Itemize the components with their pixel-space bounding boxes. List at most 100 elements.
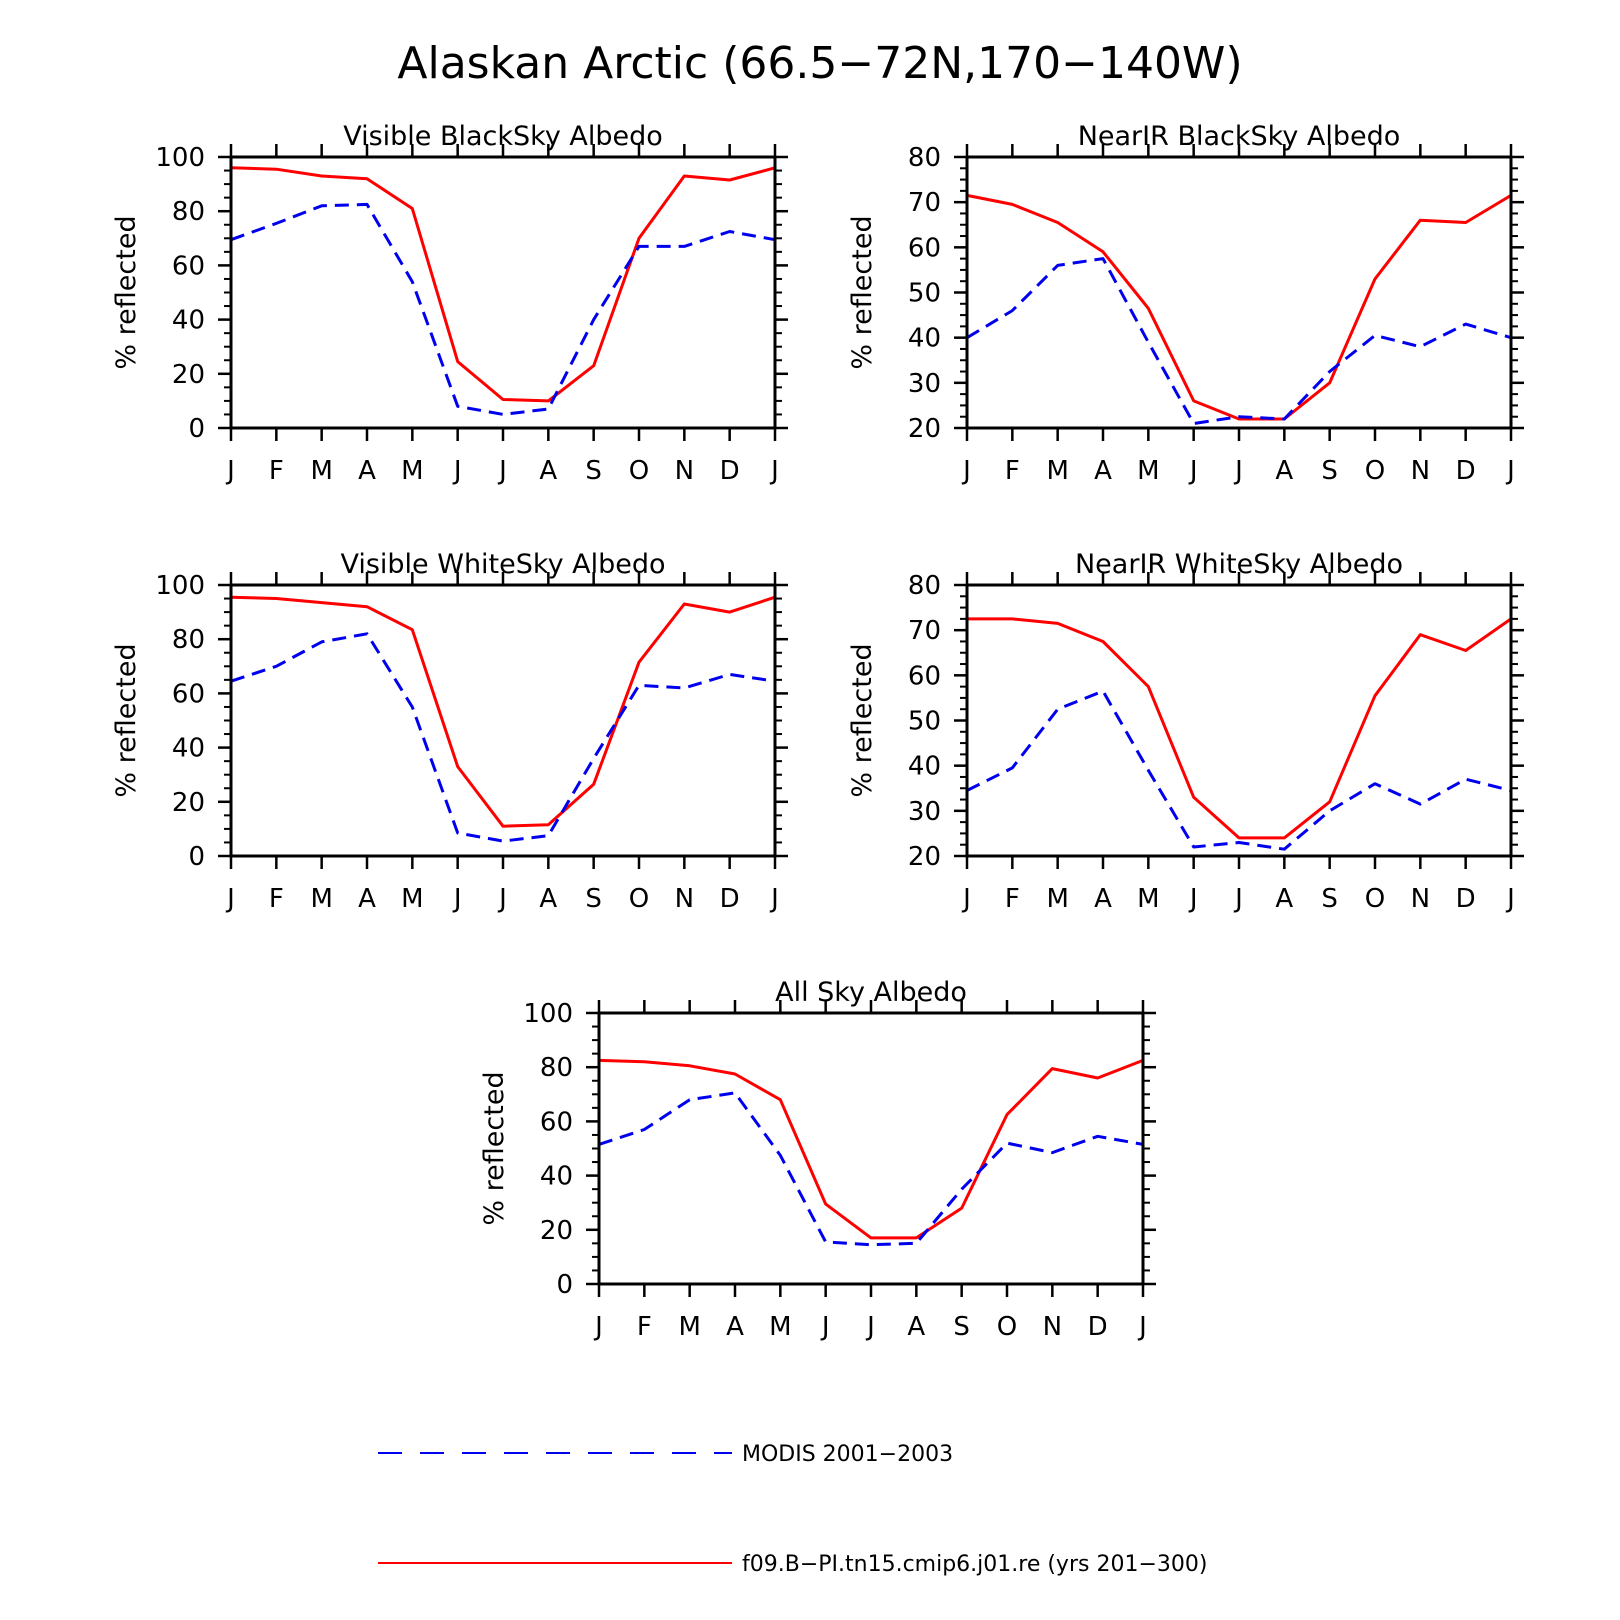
y-axis-label: % reflected bbox=[847, 643, 878, 797]
y-tick-label: 50 bbox=[908, 707, 941, 737]
y-tick-label: 40 bbox=[172, 306, 205, 336]
legend: MODIS 2001−2003 f09.B−PI.tn15.cmip6.j01.r… bbox=[378, 1442, 1207, 1577]
y-tick-label: 100 bbox=[155, 143, 205, 173]
x-tick-label: M bbox=[1046, 456, 1068, 486]
modis-series-line bbox=[230, 202, 776, 416]
y-tick-label: 0 bbox=[188, 842, 205, 872]
x-tick-label: J bbox=[452, 456, 462, 486]
x-tick-label: A bbox=[1275, 884, 1293, 914]
x-tick-label: J bbox=[769, 884, 779, 914]
x-tick-label: J bbox=[497, 884, 507, 914]
x-tick-label: A bbox=[907, 1312, 925, 1342]
model-series-line bbox=[966, 193, 1512, 421]
y-tick-label: 0 bbox=[556, 1270, 573, 1300]
x-tick-label: A bbox=[1275, 456, 1293, 486]
x-tick-label: J bbox=[497, 456, 507, 486]
x-tick-label: A bbox=[1094, 884, 1112, 914]
model-series-line bbox=[230, 166, 776, 403]
x-tick-label: S bbox=[585, 456, 602, 486]
x-tick-label: J bbox=[1505, 884, 1515, 914]
plot-frame bbox=[965, 583, 1513, 858]
y-axis-label: % reflected bbox=[847, 215, 878, 369]
x-tick-label: J bbox=[1505, 456, 1515, 486]
y-tick-label: 20 bbox=[908, 842, 941, 872]
x-tick-label: J bbox=[961, 456, 971, 486]
y-tick-label: 80 bbox=[908, 571, 941, 601]
y-tick-label: 20 bbox=[172, 788, 205, 818]
x-tick-label: F bbox=[269, 884, 284, 914]
model-series-line bbox=[230, 595, 776, 828]
legend-label-model: f09.B−PI.tn15.cmip6.j01.re (yrs 201−300) bbox=[742, 1552, 1207, 1577]
x-tick-label: A bbox=[539, 456, 557, 486]
x-tick-label: F bbox=[1005, 884, 1020, 914]
legend-label-modis: MODIS 2001−2003 bbox=[742, 1442, 953, 1467]
x-tick-label: O bbox=[1365, 456, 1385, 486]
x-tick-label: O bbox=[997, 1312, 1017, 1342]
y-tick-label: 40 bbox=[540, 1162, 573, 1192]
y-tick-label: 30 bbox=[908, 797, 941, 827]
x-tick-label: S bbox=[953, 1312, 970, 1342]
y-tick-label: 60 bbox=[908, 233, 941, 263]
modis-series-line bbox=[230, 632, 776, 843]
x-tick-label: O bbox=[629, 456, 649, 486]
x-tick-label: F bbox=[637, 1312, 652, 1342]
y-tick-label: 20 bbox=[908, 414, 941, 444]
x-tick-label: J bbox=[1137, 1312, 1147, 1342]
x-tick-label: N bbox=[1411, 884, 1430, 914]
x-tick-label: M bbox=[1137, 884, 1159, 914]
x-tick-label: J bbox=[961, 884, 971, 914]
y-tick-label: 100 bbox=[523, 999, 573, 1029]
x-tick-label: S bbox=[1321, 884, 1338, 914]
x-tick-label: J bbox=[820, 1312, 830, 1342]
y-tick-label: 40 bbox=[908, 752, 941, 782]
modis-series-line bbox=[966, 689, 1512, 851]
x-tick-label: S bbox=[585, 884, 602, 914]
y-tick-label: 40 bbox=[908, 324, 941, 354]
x-tick-label: J bbox=[593, 1312, 603, 1342]
x-tick-label: N bbox=[675, 456, 694, 486]
y-tick-label: 40 bbox=[172, 734, 205, 764]
x-tick-label: J bbox=[452, 884, 462, 914]
x-tick-label: J bbox=[225, 884, 235, 914]
y-tick-label: 0 bbox=[188, 414, 205, 444]
x-tick-label: N bbox=[1043, 1312, 1062, 1342]
x-tick-label: J bbox=[1188, 884, 1198, 914]
y-axis-label: % reflected bbox=[111, 215, 142, 369]
modis-series-line bbox=[598, 1091, 1144, 1247]
y-tick-label: 80 bbox=[172, 197, 205, 227]
x-tick-label: J bbox=[225, 456, 235, 486]
model-series-line bbox=[967, 617, 1512, 840]
y-tick-label: 20 bbox=[172, 360, 205, 390]
y-tick-label: 60 bbox=[172, 251, 205, 281]
x-tick-label: M bbox=[401, 456, 423, 486]
y-tick-label: 100 bbox=[155, 571, 205, 601]
x-tick-label: J bbox=[1188, 456, 1198, 486]
modis-series-line bbox=[966, 257, 1512, 425]
x-tick-label: S bbox=[1321, 456, 1338, 486]
x-tick-label: D bbox=[1456, 884, 1476, 914]
x-tick-label: A bbox=[726, 1312, 744, 1342]
x-tick-label: M bbox=[769, 1312, 791, 1342]
y-tick-label: 70 bbox=[908, 616, 941, 646]
x-tick-label: D bbox=[720, 884, 740, 914]
y-tick-label: 80 bbox=[172, 625, 205, 655]
x-tick-label: M bbox=[310, 884, 332, 914]
y-tick-label: 60 bbox=[540, 1107, 573, 1137]
plot-frame bbox=[965, 155, 1513, 430]
x-tick-label: D bbox=[1088, 1312, 1108, 1342]
y-axis-label: % reflected bbox=[111, 643, 142, 797]
y-tick-label: 70 bbox=[908, 188, 941, 218]
y-tick-label: 60 bbox=[172, 679, 205, 709]
x-tick-label: M bbox=[678, 1312, 700, 1342]
x-tick-label: J bbox=[865, 1312, 875, 1342]
x-tick-label: N bbox=[1411, 456, 1430, 486]
x-tick-label: A bbox=[539, 884, 557, 914]
y-axis-label: % reflected bbox=[479, 1071, 510, 1225]
model-series-line bbox=[598, 1058, 1144, 1240]
